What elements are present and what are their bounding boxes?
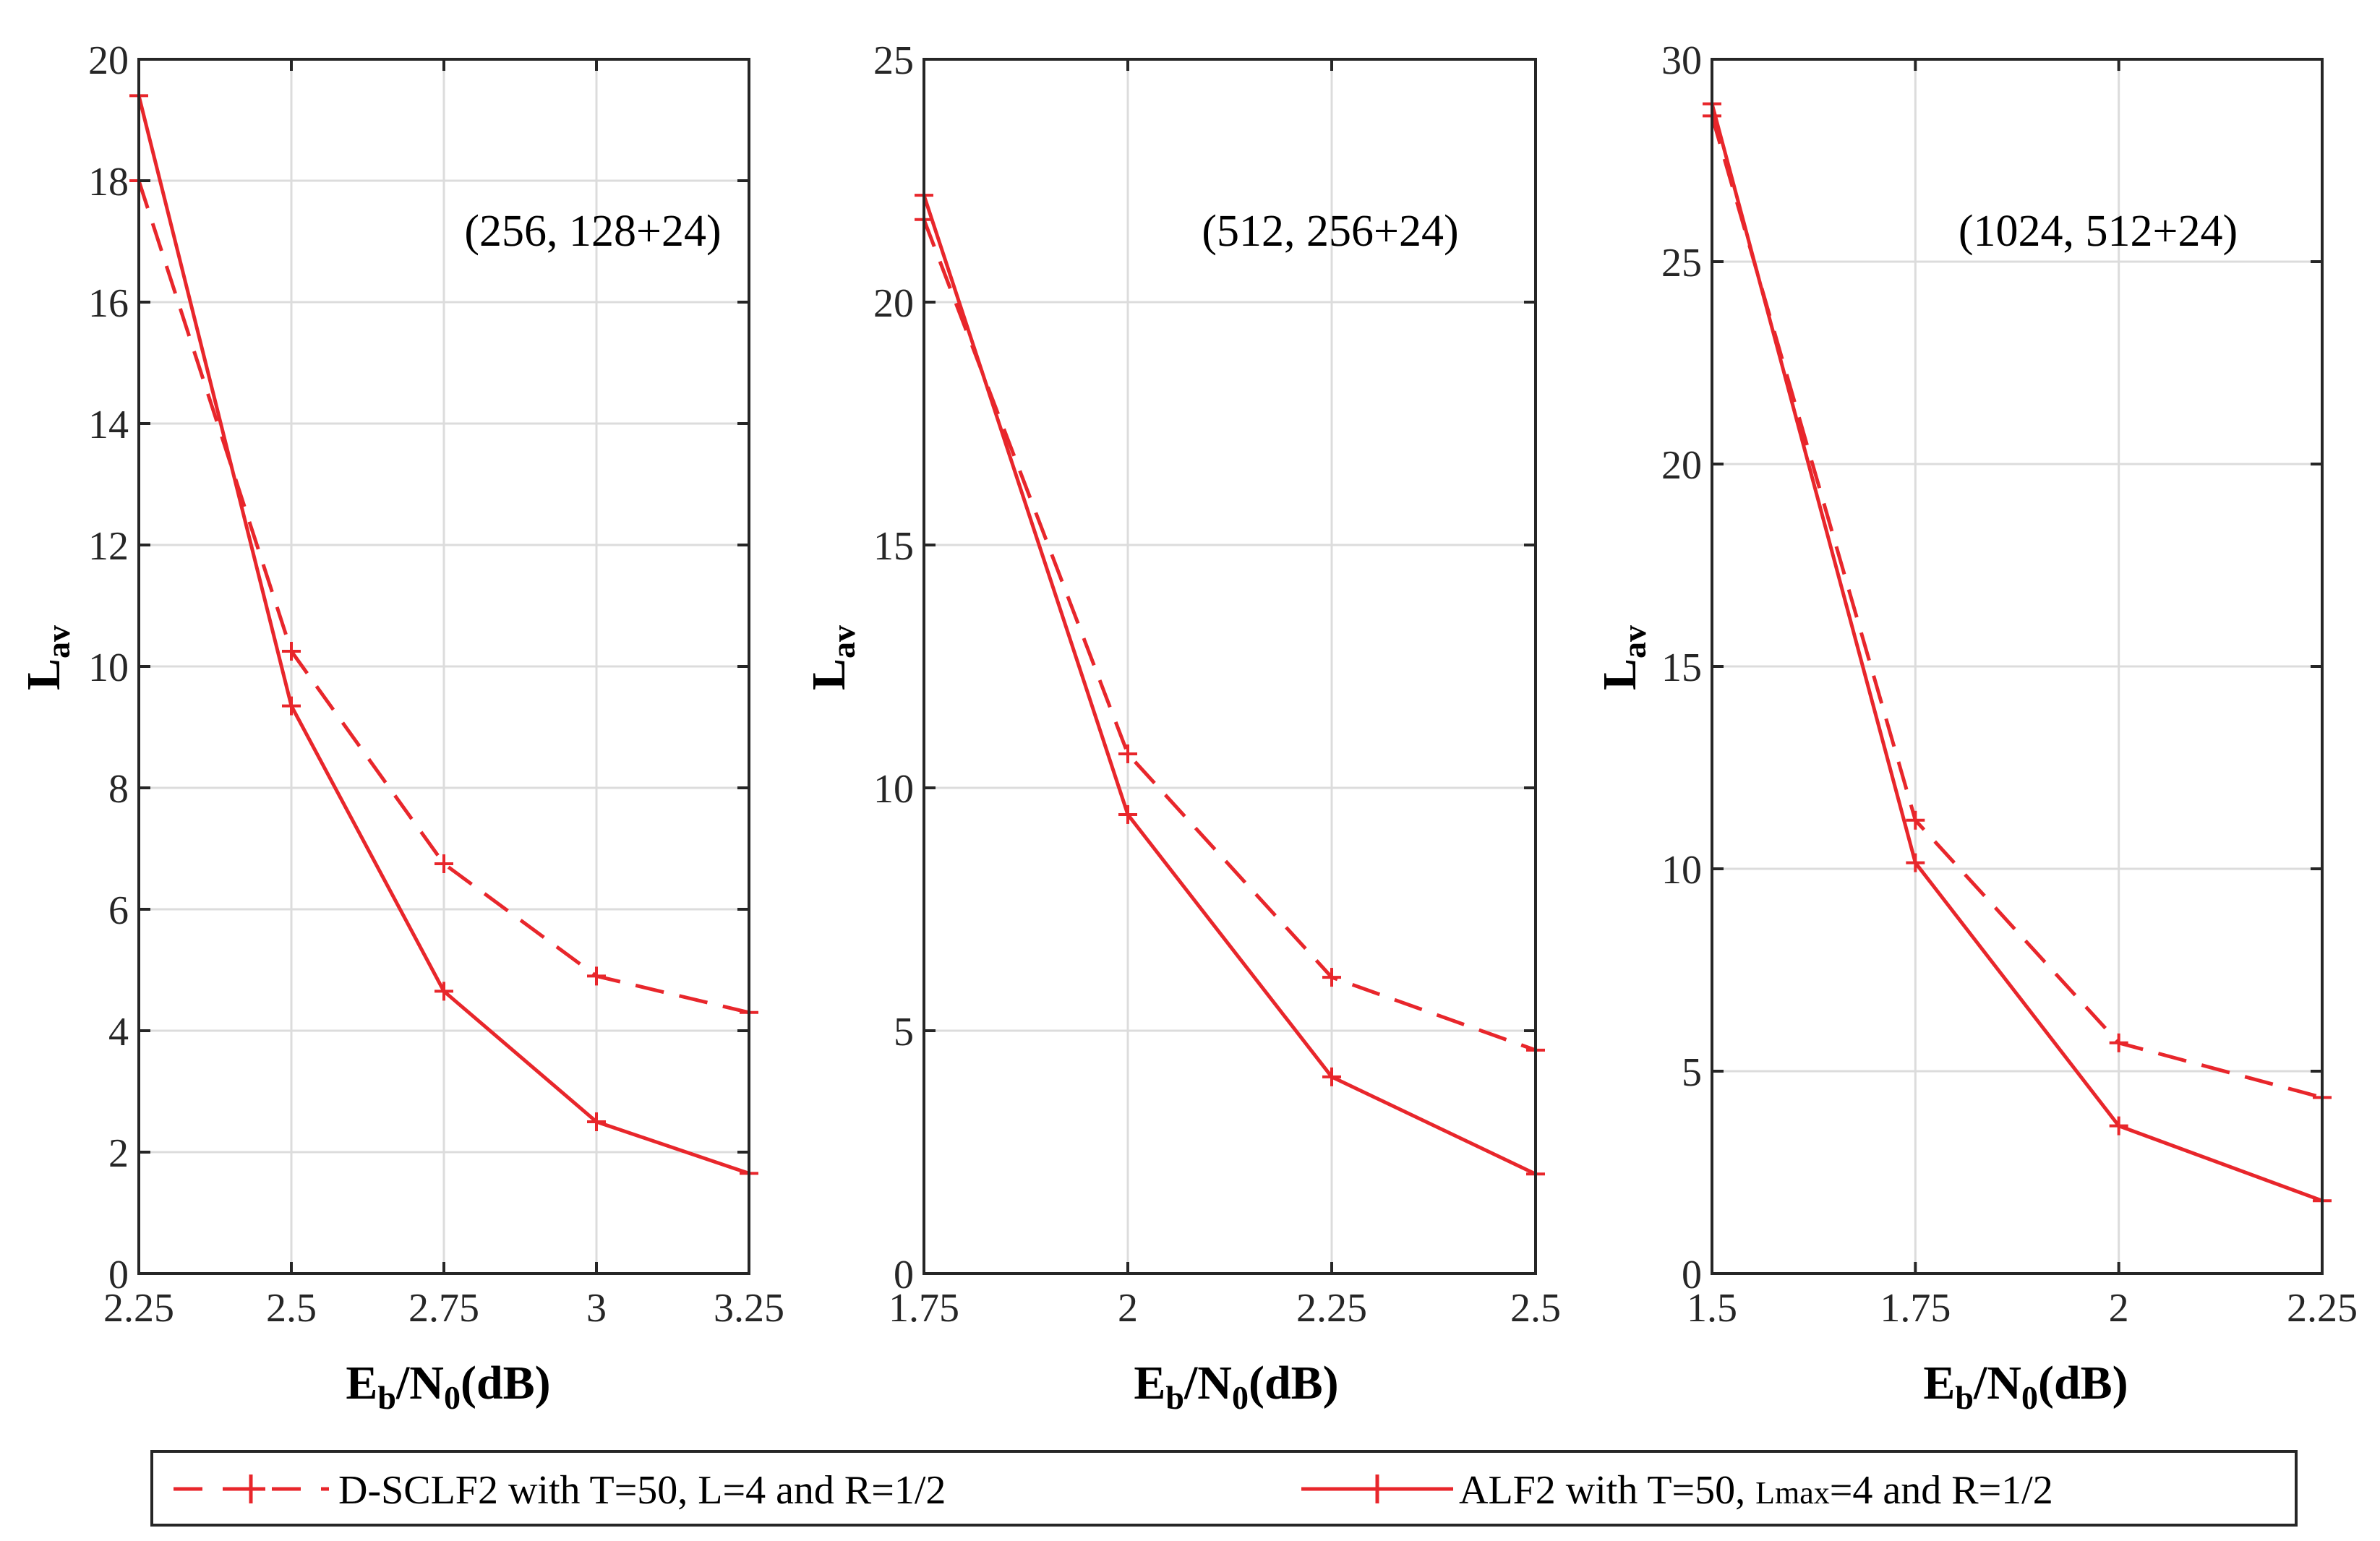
x-tick-label: 2.25 — [1296, 1286, 1367, 1331]
x-tick-label: 2.75 — [408, 1286, 479, 1331]
y-tick-label: 15 — [873, 524, 914, 569]
x-axis-label: Eb/N0(dB) — [346, 1357, 550, 1416]
chart-panel-512: 1.75 2 2.25 2.5 0 5 10 15 20 25 (512, 256+24) Lav… — [802, 38, 1561, 1416]
y-tick-label: 0 — [108, 1253, 129, 1297]
legend-marker-plus — [236, 1475, 265, 1503]
x-tick-label: 2.25 — [103, 1286, 174, 1331]
y-tick-label: 14 — [88, 403, 129, 447]
data-point-alf2 — [587, 1112, 606, 1131]
data-point-d-sclf2 — [435, 854, 453, 873]
chart-panel-256: 2.25 2.5 2.75 3 3.25 0 2 4 6 8 10 12 14 16 18 20 (256, … — [17, 38, 784, 1416]
y-tick-label: 10 — [873, 767, 914, 812]
series-line-alf2 — [1710, 103, 2323, 1203]
legend-entry-alf2: ALF2 with T=50, Lmax=4 and R=1/2 — [1301, 1468, 2053, 1513]
y-tick-label: 10 — [1661, 848, 1702, 893]
y-tick-label: 20 — [873, 281, 914, 326]
x-axis-label: Eb/N0(dB) — [1134, 1357, 1338, 1416]
y-tick-label: 20 — [1661, 443, 1702, 488]
y-tick-label: 2 — [108, 1131, 129, 1176]
y-tick-label: 5 — [894, 1010, 914, 1055]
y-tick-label: 25 — [1661, 241, 1702, 286]
panel-annotation: (512, 256+24) — [1202, 207, 1458, 256]
legend-box — [150, 1450, 2298, 1527]
y-tick-label: 0 — [1682, 1253, 1702, 1297]
y-tick-label: 20 — [88, 38, 129, 83]
x-tick-label: 2.5 — [1510, 1286, 1561, 1331]
x-tick-label: 1.5 — [1687, 1286, 1737, 1331]
y-tick-label: 16 — [88, 281, 129, 326]
y-tick-label: 4 — [108, 1010, 129, 1055]
data-point-d-sclf2 — [282, 642, 301, 661]
y-axis-label: Lav — [1593, 625, 1653, 690]
y-axis-label: Lav — [802, 625, 862, 690]
x-axis-label: Eb/N0(dB) — [1923, 1357, 2128, 1416]
x-tick-label: 1.75 — [1880, 1286, 1951, 1331]
data-point-alf2 — [1906, 853, 1925, 872]
data-point-d-sclf2 — [1118, 744, 1137, 763]
y-tick-label: 18 — [88, 160, 129, 205]
data-point-alf2 — [282, 696, 301, 716]
legend-label-alf2: ALF2 with T=50, Lmax=4 and R=1/2 — [1459, 1468, 2053, 1513]
y-tick-label: 15 — [1661, 645, 1702, 690]
legend: D-SCLF2 with T=50, L=4 and R=1/2 ALF2 wi… — [150, 1450, 2298, 1527]
panel-annotation: (1024, 512+24) — [1959, 207, 2238, 256]
series-line-d-sclf2 — [1710, 115, 2323, 1099]
legend-marker-plus — [1363, 1475, 1392, 1503]
series-line-d-sclf2 — [137, 180, 750, 1015]
data-point-alf2 — [1118, 804, 1137, 824]
y-tick-label: 6 — [108, 888, 129, 933]
x-tick-label: 2.5 — [266, 1286, 317, 1331]
series-line-d-sclf2 — [922, 218, 1536, 1052]
y-tick-label: 12 — [88, 524, 129, 569]
y-tick-label: 8 — [108, 767, 129, 812]
x-tick-label: 1.75 — [889, 1286, 959, 1331]
legend-label-dsclf2: D-SCLF2 with T=50, L=4 and R=1/2 — [338, 1468, 946, 1513]
panel-annotation: (256, 128+24) — [464, 207, 721, 256]
data-point-d-sclf2 — [1322, 968, 1341, 987]
data-point-alf2 — [1322, 1067, 1341, 1086]
data-point-alf2 — [2109, 1116, 2128, 1136]
data-point-alf2 — [435, 982, 453, 1001]
x-tick-label: 3 — [586, 1286, 607, 1331]
x-tick-label: 2 — [1118, 1286, 1138, 1331]
data-point-d-sclf2 — [1906, 810, 1925, 830]
plot-frame — [923, 58, 1537, 1275]
y-tick-label: 25 — [873, 38, 914, 83]
data-point-d-sclf2 — [587, 966, 606, 986]
y-tick-label: 10 — [88, 645, 129, 690]
y-tick-label: 30 — [1661, 38, 1702, 83]
y-axis-label: Lav — [17, 625, 77, 690]
y-tick-label: 0 — [894, 1253, 914, 1297]
legend-entry-dsclf2: D-SCLF2 with T=50, L=4 and R=1/2 — [174, 1468, 946, 1513]
x-tick-label: 2.25 — [2287, 1286, 2358, 1331]
y-tick-label: 5 — [1682, 1050, 1702, 1095]
data-point-d-sclf2 — [2109, 1033, 2128, 1052]
series-line-alf2 — [922, 194, 1537, 1176]
x-tick-label: 2 — [2109, 1286, 2129, 1331]
x-tick-label: 3.25 — [714, 1286, 784, 1331]
